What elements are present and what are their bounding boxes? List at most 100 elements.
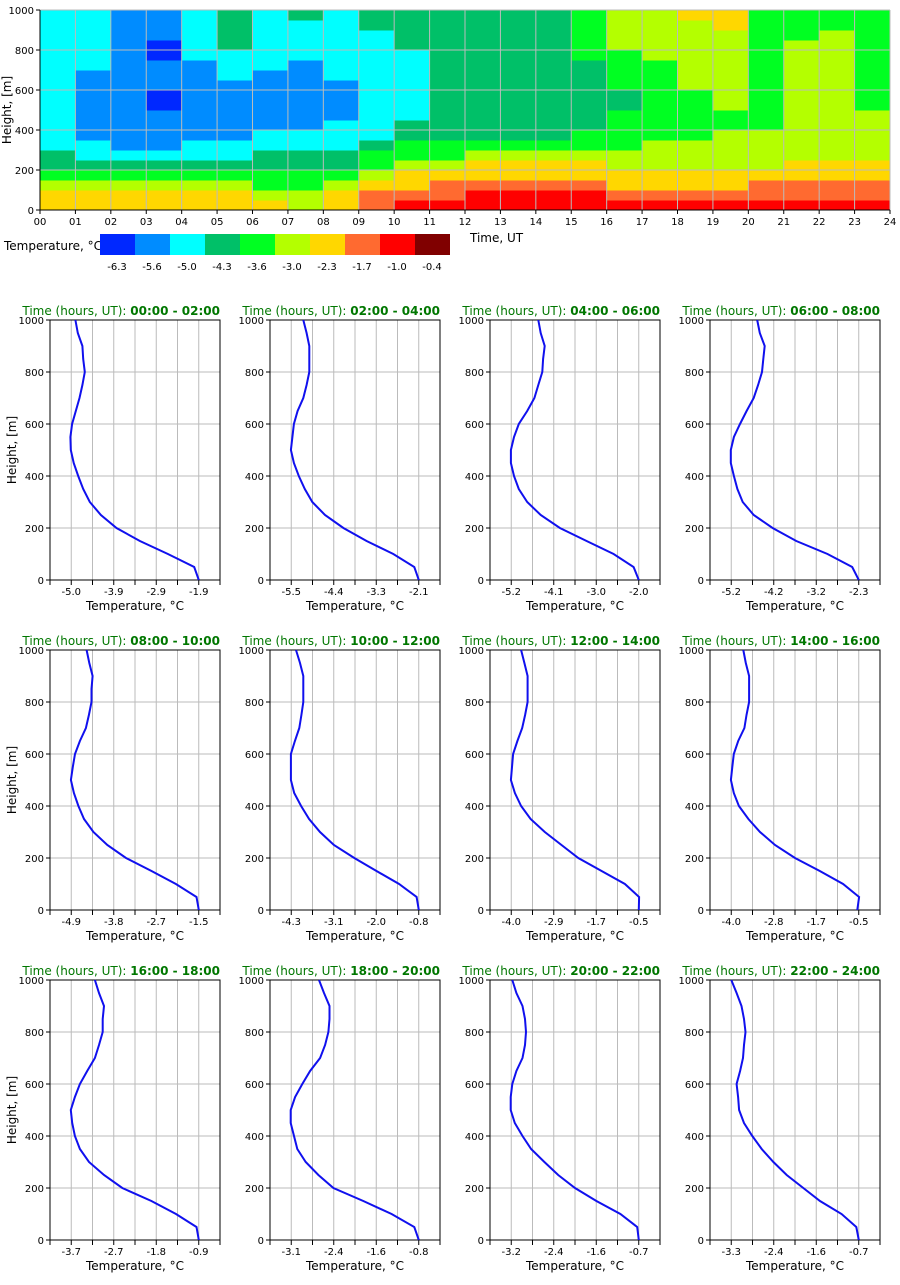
heatmap-cell: [75, 60, 112, 71]
heatmap-cell: [40, 170, 76, 181]
panel-y-label: Height, [m]: [5, 416, 19, 484]
panel-x-label: Temperature, °C: [305, 1259, 404, 1273]
heatmap-cell: [535, 60, 572, 71]
heatmap-cell: [146, 30, 183, 41]
panel-x-tick-label: -1.9: [189, 587, 209, 598]
heatmap-cell: [606, 80, 643, 91]
heatmap-cell: [252, 180, 289, 191]
heatmap-x-label: Time, UT: [469, 231, 524, 245]
heatmap-cell: [465, 170, 501, 181]
panel-frame: [269, 319, 441, 581]
temperature-profile-line: [730, 979, 860, 1241]
panel-y-tick-label: 1000: [679, 976, 704, 987]
heatmap-cell: [571, 30, 608, 41]
panel-y-tick-label: 600: [685, 750, 704, 761]
heatmap-cell: [571, 120, 608, 131]
heatmap-cell: [606, 170, 643, 181]
panel-x-tick-label: -2.0: [629, 587, 649, 598]
heatmap-cell: [110, 40, 147, 51]
panel-y-tick-label: 200: [685, 1184, 704, 1195]
heatmap-cell: [75, 90, 112, 101]
heatmap-cell: [854, 20, 891, 31]
panel-y-tick-label: 200: [685, 854, 704, 865]
heatmap-cell: [535, 180, 572, 191]
temperature-profile-line: [289, 979, 420, 1241]
heatmap-cell: [40, 20, 76, 31]
heatmap-cell: [465, 20, 501, 31]
heatmap-cell: [287, 50, 324, 61]
panel-x-tick-label: -5.2: [501, 587, 521, 598]
heatmap-cell: [323, 10, 360, 21]
heatmap-cell: [358, 140, 395, 151]
heatmap-cell: [323, 90, 360, 101]
panel-x-label: Temperature, °C: [745, 929, 844, 943]
panel-y-tick-label: 200: [245, 1184, 264, 1195]
heatmap-cell: [110, 50, 147, 61]
heatmap-cell: [394, 100, 431, 111]
heatmap-cell: [535, 120, 572, 131]
heatmap-cell: [287, 150, 324, 161]
heatmap-cell: [75, 140, 112, 151]
panel-frame: [269, 979, 441, 1241]
panel-y-tick-label: 600: [465, 750, 484, 761]
heatmap-cell: [323, 20, 360, 31]
heatmap-cell: [40, 110, 76, 121]
heatmap-cell: [783, 40, 820, 51]
heatmap-cell: [110, 160, 147, 171]
heatmap-cell: [252, 90, 289, 101]
heatmap-cell: [217, 10, 253, 21]
colorbar-level-label: -3.6: [247, 262, 267, 273]
heatmap-cell: [252, 170, 289, 181]
panel-x-tick-label: -2.9: [544, 917, 564, 928]
panel-x-tick-label: -2.1: [409, 587, 429, 598]
heatmap-cell: [783, 190, 820, 201]
heatmap-cell: [181, 90, 218, 101]
heatmap-x-tick-label: 08: [317, 217, 330, 228]
heatmap-cell: [854, 10, 891, 21]
heatmap-cell: [535, 110, 572, 121]
panel-y-tick-label: 400: [465, 472, 484, 483]
heatmap-cell: [75, 40, 112, 51]
colorbar-level-label: -5.0: [177, 262, 197, 273]
heatmap-cell: [571, 150, 608, 161]
heatmap-cell: [323, 140, 360, 151]
heatmap-cell: [854, 40, 891, 51]
heatmap-cell: [748, 80, 785, 91]
heatmap-cell: [606, 160, 643, 171]
heatmap-cell: [429, 150, 466, 161]
heatmap-cell: [429, 70, 466, 81]
heatmap-cell: [535, 80, 572, 91]
heatmap-cell: [181, 40, 218, 51]
heatmap-cell: [110, 110, 147, 121]
heatmap-cell: [181, 110, 218, 121]
heatmap-cell: [217, 110, 253, 121]
panel-x-tick-label: -3.1: [281, 1247, 301, 1258]
heatmap-cell: [252, 160, 289, 171]
heatmap-cell: [181, 170, 218, 181]
heatmap-cell: [323, 80, 360, 91]
panel-x-tick-label: -5.2: [721, 587, 741, 598]
heatmap-cell: [217, 180, 253, 191]
panel-y-tick-label: 200: [245, 524, 264, 535]
heatmap-y-label: Height, [m]: [0, 76, 14, 144]
panel-y-tick-label: 200: [245, 854, 264, 865]
heatmap-cell: [500, 80, 537, 91]
heatmap-cell: [465, 40, 501, 51]
heatmap-cell: [358, 30, 395, 41]
panel-y-tick-label: 800: [465, 698, 484, 709]
heatmap-cell: [783, 100, 820, 111]
heatmap-cell: [110, 30, 147, 41]
panel-title-range: 06:00 - 08:00: [790, 304, 880, 318]
heatmap-cell: [500, 50, 537, 61]
heatmap-cell: [748, 130, 785, 141]
panel-y-tick-label: 800: [465, 368, 484, 379]
heatmap-cell: [40, 60, 76, 71]
heatmap-x-tick-label: 21: [777, 217, 790, 228]
heatmap-cell: [323, 170, 360, 181]
heatmap-cell: [535, 30, 572, 41]
heatmap-cell: [323, 150, 360, 161]
heatmap-cell: [712, 160, 749, 171]
heatmap-cell: [819, 170, 856, 181]
heatmap-cell: [252, 50, 289, 61]
heatmap-cell: [394, 200, 431, 211]
